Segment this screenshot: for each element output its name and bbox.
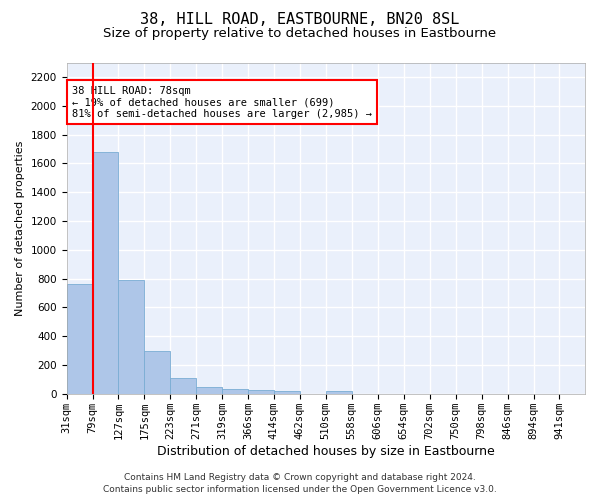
Bar — [274, 390, 300, 394]
Bar — [326, 391, 352, 394]
Bar — [118, 280, 145, 394]
Bar — [223, 389, 248, 394]
Bar — [196, 388, 223, 394]
Text: 38, HILL ROAD, EASTBOURNE, BN20 8SL: 38, HILL ROAD, EASTBOURNE, BN20 8SL — [140, 12, 460, 28]
Bar — [67, 284, 92, 394]
X-axis label: Distribution of detached houses by size in Eastbourne: Distribution of detached houses by size … — [157, 444, 494, 458]
Bar — [170, 378, 196, 394]
Y-axis label: Number of detached properties: Number of detached properties — [15, 140, 25, 316]
Bar — [145, 350, 170, 394]
Text: Contains HM Land Registry data © Crown copyright and database right 2024.
Contai: Contains HM Land Registry data © Crown c… — [103, 472, 497, 494]
Bar — [248, 390, 274, 394]
Text: Size of property relative to detached houses in Eastbourne: Size of property relative to detached ho… — [103, 28, 497, 40]
Bar — [92, 152, 118, 394]
Text: 38 HILL ROAD: 78sqm
← 19% of detached houses are smaller (699)
81% of semi-detac: 38 HILL ROAD: 78sqm ← 19% of detached ho… — [72, 86, 372, 119]
